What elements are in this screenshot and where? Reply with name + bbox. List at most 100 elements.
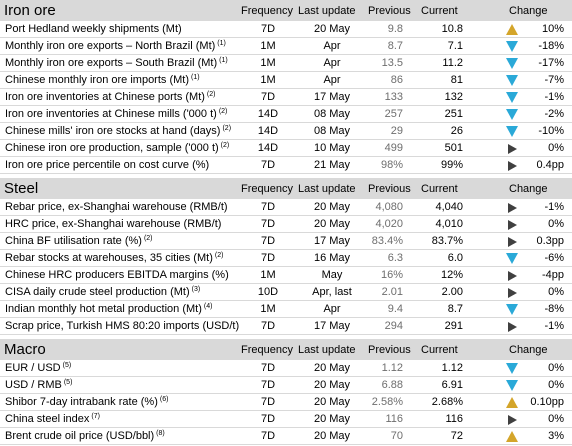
change-indicator (506, 55, 518, 72)
table-row: Shibor 7-day intrabank rate (%) (6) 7D 20 M… (0, 394, 572, 411)
table-row: Monthly iron ore exports – North Brazil … (0, 38, 572, 55)
previous-value: 98% (380, 159, 403, 171)
frequency-header: Frequency (241, 183, 293, 195)
change-value: 0% (548, 286, 564, 298)
indicator-name: Monthly iron ore exports – North Brazil … (5, 38, 226, 55)
frequency-cell: 1M (260, 57, 276, 69)
change-value: 0% (548, 379, 564, 391)
last-update-cell: 10 May (313, 142, 351, 154)
frequency-header: Frequency (241, 344, 293, 356)
frequency-cell: 1M (260, 74, 276, 86)
indicator-name: CISA daily crude steel production (Mt) (3… (5, 284, 200, 301)
triangle-down-icon (506, 253, 518, 264)
last-update-cell: Apr (323, 74, 341, 86)
triangle-down-icon (506, 75, 518, 86)
frequency-cell: 10D (257, 286, 279, 298)
previous-value: 4,020 (375, 218, 403, 230)
triangle-down-icon (506, 92, 518, 103)
change-value: -7% (544, 74, 564, 86)
current-value: 99% (440, 159, 463, 171)
change-indicator (506, 216, 518, 233)
change-value: -18% (538, 40, 564, 52)
previous-value: 29 (390, 125, 403, 137)
table-row: Chinese iron ore production, sample ('00… (0, 140, 572, 157)
section-title: Steel (4, 180, 39, 197)
footnote-ref: (6) (159, 396, 169, 403)
frequency-cell: 7D (260, 413, 276, 425)
section-header: Steel Frequency Last update Previous Current… (0, 178, 572, 199)
frequency-cell: 14D (257, 108, 279, 120)
last-update-cell: 20 May (313, 362, 351, 374)
change-value: -8% (544, 303, 564, 315)
indicator-name: Iron ore inventories at Chinese mills ('… (5, 106, 227, 123)
change-indicator (506, 301, 518, 318)
indicator-name: Chinese mills' iron ore stocks at hand (… (5, 123, 231, 140)
indicator-name: Chinese monthly iron ore imports (Mt) (1) (5, 72, 200, 89)
indicator-label: Chinese HRC producers EBITDA margins (%) (5, 269, 229, 281)
indicator-name: Iron ore price percentile on cost curve … (5, 157, 209, 174)
previous-value: 2.58% (371, 396, 403, 408)
frequency-cell: 7D (260, 201, 276, 213)
current-value: 12% (440, 269, 463, 281)
change-indicator (506, 267, 518, 284)
change-indicator (506, 377, 518, 394)
triangle-right-icon (508, 237, 517, 247)
previous-value: 16% (380, 269, 403, 281)
indicator-label: Chinese mills' iron ore stocks at hand (… (5, 125, 221, 137)
indicator-name: USD / RMB (5) (5, 377, 72, 394)
indicator-label: Chinese iron ore production, sample ('00… (5, 142, 219, 154)
frequency-cell: 14D (257, 142, 279, 154)
change-value: 0.4pp (536, 159, 564, 171)
previous-value: 2.01 (381, 286, 403, 298)
indicator-label: Port Hedland weekly shipments (Mt) (5, 23, 182, 35)
frequency-cell: 1M (260, 40, 276, 52)
triangle-down-icon (506, 363, 518, 374)
triangle-right-icon (508, 322, 517, 332)
current-value: 81 (450, 74, 463, 86)
section-header: Iron ore Frequency Last update Previous Curr… (0, 0, 572, 21)
triangle-right-icon (508, 203, 517, 213)
current-value: 6.91 (441, 379, 463, 391)
previous-value: 6.3 (387, 252, 403, 264)
footnote-ref: (2) (214, 252, 224, 259)
current-value: 116 (445, 413, 463, 425)
previous-value: 257 (384, 108, 403, 120)
table-row: Port Hedland weekly shipments (Mt) 7D 20 M… (0, 21, 572, 38)
indicator-label: Chinese monthly iron ore imports (Mt) (5, 74, 190, 86)
indicator-name: China steel index (7) (5, 411, 100, 428)
change-indicator (506, 411, 518, 428)
indicator-name: Iron ore inventories at Chinese ports (M… (5, 89, 215, 106)
footnote-ref: (1) (219, 57, 228, 64)
current-value: 4,040 (435, 201, 463, 213)
change-indicator (506, 250, 518, 267)
frequency-cell: 7D (260, 23, 276, 35)
change-value: -4pp (541, 269, 564, 281)
previous-value: 294 (384, 320, 403, 332)
change-value: 0.10pp (530, 396, 564, 408)
last-update-cell: 20 May (313, 413, 351, 425)
indicator-label: China steel index (5, 413, 90, 425)
current-value: 72 (450, 430, 463, 442)
current-value: 26 (450, 125, 463, 137)
triangle-down-icon (506, 41, 518, 52)
indicator-name: Port Hedland weekly shipments (Mt) (5, 21, 182, 38)
change-header: Change (509, 344, 548, 356)
last-update-cell: Apr (323, 303, 341, 315)
change-value: -6% (544, 252, 564, 264)
table-row: Iron ore inventories at Chinese mills ('… (0, 106, 572, 123)
last-update-cell: 20 May (313, 201, 351, 213)
indicator-name: EUR / USD (5) (5, 360, 71, 377)
footnote-ref: (2) (143, 235, 153, 242)
indicator-name: China BF utilisation rate (%) (2) (5, 233, 153, 250)
table-row: EUR / USD (5) 7D 20 May 1.12 1.12 0% (0, 360, 572, 377)
previous-value: 133 (384, 91, 403, 103)
footnote-ref: (2) (220, 142, 230, 149)
section-header: Macro Frequency Last update Previous Current… (0, 339, 572, 360)
last-update-cell: 17 May (313, 320, 351, 332)
indicator-label: Rebar stocks at warehouses, 35 cities (M… (5, 252, 213, 264)
indicator-label: Rebar price, ex-Shanghai warehouse (RMB/… (5, 201, 228, 213)
indicator-label: China BF utilisation rate (%) (5, 235, 142, 247)
triangle-right-icon (508, 415, 517, 425)
change-header: Change (509, 183, 548, 195)
